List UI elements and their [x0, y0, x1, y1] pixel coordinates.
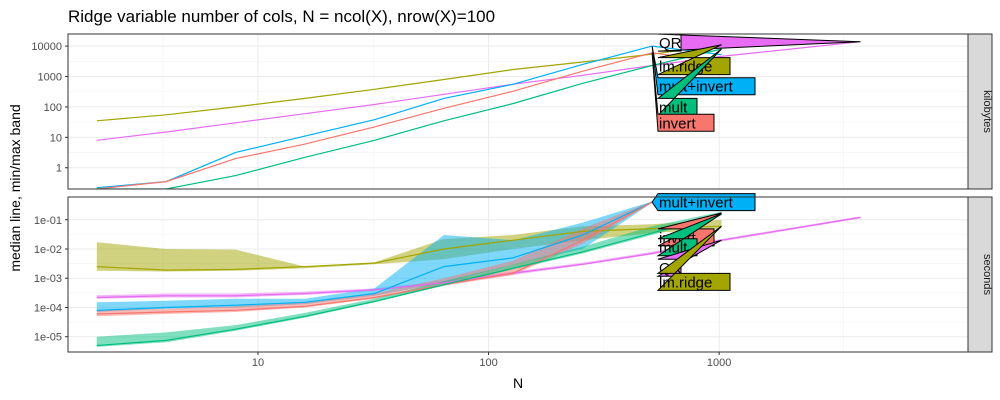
x-axis-label: N	[513, 375, 523, 391]
series-line-mult	[96, 213, 722, 347]
series-label: invert	[659, 115, 697, 132]
y-tick-label: 1e-01	[34, 215, 62, 227]
y-tick-label: 1000	[38, 72, 62, 84]
panel-seconds: 1e-051e-041e-031e-021e-01mult+invertinve…	[34, 193, 993, 353]
x-tick-label: 10	[252, 357, 264, 369]
panel-background	[68, 34, 968, 189]
chart-title: Ridge variable number of cols, N = ncol(…	[68, 7, 495, 26]
label-callout-mult	[656, 48, 722, 116]
y-tick-label: 10	[50, 132, 62, 144]
facet-strip-label: kilobytes	[981, 90, 993, 133]
series-label: mult+invert	[659, 195, 734, 212]
facet-strip	[967, 196, 993, 353]
label-callout-lm.ridge	[656, 225, 731, 291]
series-line-mult+invert	[96, 45, 722, 189]
y-tick-label: 100	[44, 102, 62, 114]
label-callout-lm.ridge	[657, 44, 731, 76]
series-line-lm.ridge	[96, 225, 722, 271]
x-tick-label: 1000	[707, 357, 731, 369]
series-label: QR	[659, 35, 682, 52]
series-line-mult	[96, 48, 722, 189]
y-tick-label: 10000	[31, 41, 62, 53]
series-label: mult	[659, 99, 688, 116]
y-tick-label: 1	[56, 163, 62, 175]
label-callout-invert	[651, 52, 715, 132]
band-mult	[96, 211, 722, 347]
chart-panels: 10 100 1000 1 10 100 1000 10000 QR lm.ridge mult+i…	[31, 33, 993, 369]
series-line-QR	[96, 41, 861, 141]
y-tick-label: 1e-03	[34, 273, 62, 285]
y-tick-label: 1e-05	[34, 332, 62, 344]
series-line-invert	[96, 52, 722, 189]
x-tick-label: 100	[479, 357, 497, 369]
facet-strip	[967, 33, 993, 190]
y-tick-label: 1e-04	[34, 302, 62, 314]
label-callout-mult+invert	[651, 193, 756, 212]
y-axis-label: median line, min/max band	[7, 104, 23, 271]
facet-strip-label: seconds	[981, 254, 993, 295]
panel-background	[68, 197, 968, 352]
y-tick-label: 1e-02	[34, 244, 62, 256]
label-callout-QR	[657, 33, 861, 52]
series-line-invert	[96, 201, 653, 315]
plot-area	[96, 201, 861, 347]
series-label: lm.ridge	[659, 274, 712, 291]
plot-area	[96, 41, 861, 189]
series-line-mult+invert	[96, 201, 653, 311]
series-line-lm.ridge	[96, 44, 722, 122]
